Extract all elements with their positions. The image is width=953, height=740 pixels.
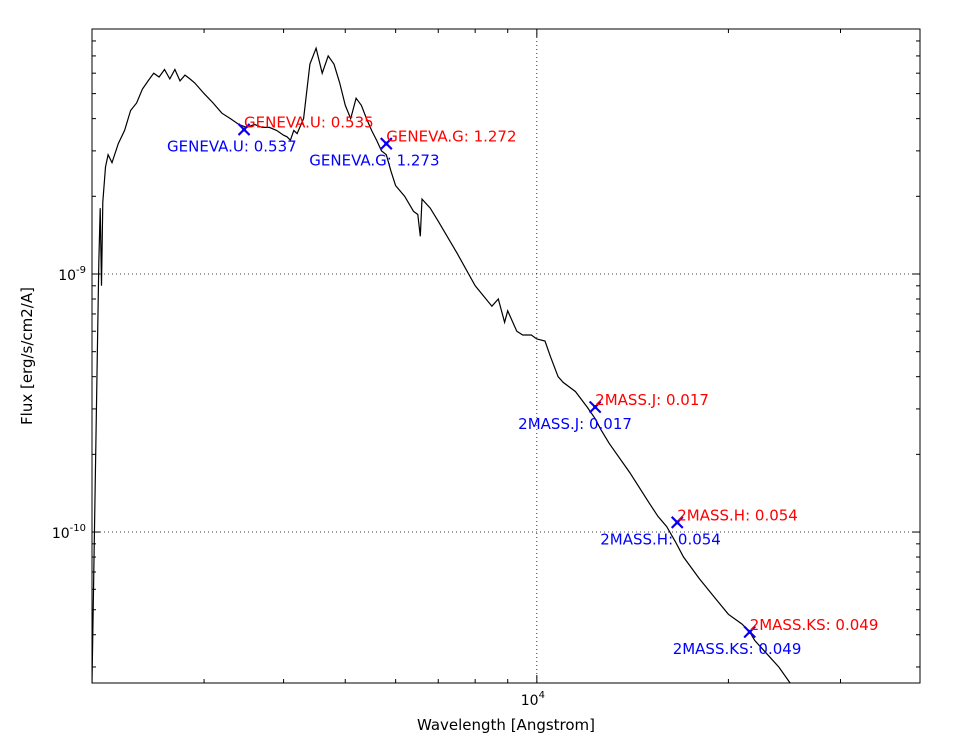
- synthetic-annotation: GENEVA.G: 1.273: [309, 152, 439, 170]
- synthetic-marker-center: [242, 127, 247, 132]
- x-tick-base: 10: [521, 693, 539, 709]
- minor-ticks: [92, 29, 920, 683]
- observed-annotation: 2MASS.KS: 0.049: [750, 616, 879, 634]
- synthetic-annotation: 2MASS.J: 0.017: [518, 415, 632, 433]
- observed-annotation: GENEVA.U: 0.535: [244, 114, 374, 132]
- plot-frame: [91, 28, 921, 684]
- synthetic-annotation: GENEVA.U: 0.537: [167, 138, 297, 156]
- y-tick-exponent: -9: [76, 265, 86, 276]
- synthetic-marker-center: [747, 629, 752, 634]
- plot-background: [92, 29, 920, 683]
- model-spectrum-line: [92, 46, 791, 683]
- synthetic-annotation: 2MASS.KS: 0.049: [673, 640, 802, 658]
- observed-annotation: 2MASS.J: 0.017: [595, 391, 709, 409]
- synthetic-marker-center: [384, 141, 389, 146]
- y-axis-label: Flux [erg/s/cm2/A]: [18, 287, 36, 425]
- annotations: GENEVA.U: 0.535 GENEVA.U: 0.537 GENEVA.G: …: [167, 114, 878, 658]
- photometry-markers: [237, 123, 756, 639]
- synthetic-marker-center: [675, 520, 680, 525]
- x-tick-label: 104: [521, 690, 545, 709]
- y-tick-base: 10: [58, 268, 76, 284]
- y-tick-label: 10-10: [52, 523, 86, 542]
- y-tick-base: 10: [52, 526, 70, 542]
- observed-annotation: 2MASS.H: 0.054: [677, 506, 798, 524]
- y-tick-exponent: -10: [70, 523, 86, 534]
- observed-annotation: GENEVA.G: 1.272: [386, 128, 516, 146]
- synthetic-annotation: 2MASS.H: 0.054: [600, 530, 721, 548]
- synthetic-marker-center: [593, 405, 598, 410]
- x-tick-exponent: 4: [539, 690, 545, 701]
- x-axis-label: Wavelength [Angstrom]: [417, 716, 595, 734]
- y-tick-label: 10-9: [58, 265, 86, 284]
- grid: [92, 29, 920, 683]
